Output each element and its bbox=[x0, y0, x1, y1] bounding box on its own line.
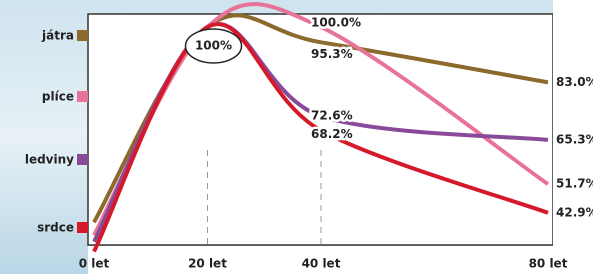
x-tick-label: 80 let bbox=[529, 257, 568, 271]
legend-label: ledviny bbox=[25, 153, 74, 167]
legend-label: játra bbox=[41, 29, 74, 43]
legend-swatch bbox=[77, 154, 88, 165]
bottom-margin bbox=[88, 246, 593, 274]
value-label: 68.2% bbox=[311, 127, 353, 141]
legend-label: srdce bbox=[37, 221, 74, 235]
annotation: 100% bbox=[195, 39, 232, 53]
legend-swatch bbox=[77, 91, 88, 102]
value-label: 100.0% bbox=[311, 16, 361, 30]
x-tick-label: 40 let bbox=[302, 257, 341, 271]
legend-swatch bbox=[77, 30, 88, 41]
value-label: 72.6% bbox=[311, 109, 353, 123]
value-label: 42.9% bbox=[556, 205, 593, 219]
value-label: 83.0% bbox=[556, 75, 593, 89]
x-tick-label: 20 let bbox=[188, 257, 227, 271]
chart: 0 let 20 let 40 let 80 let játra plíce ledviny… bbox=[0, 0, 593, 274]
value-label: 65.3% bbox=[556, 132, 593, 146]
legend-swatch bbox=[77, 222, 88, 233]
value-label: 51.7% bbox=[556, 177, 593, 191]
x-tick-label: 0 let bbox=[79, 257, 110, 271]
legend-label: plíce bbox=[42, 90, 74, 104]
value-label: 95.3% bbox=[311, 47, 353, 61]
